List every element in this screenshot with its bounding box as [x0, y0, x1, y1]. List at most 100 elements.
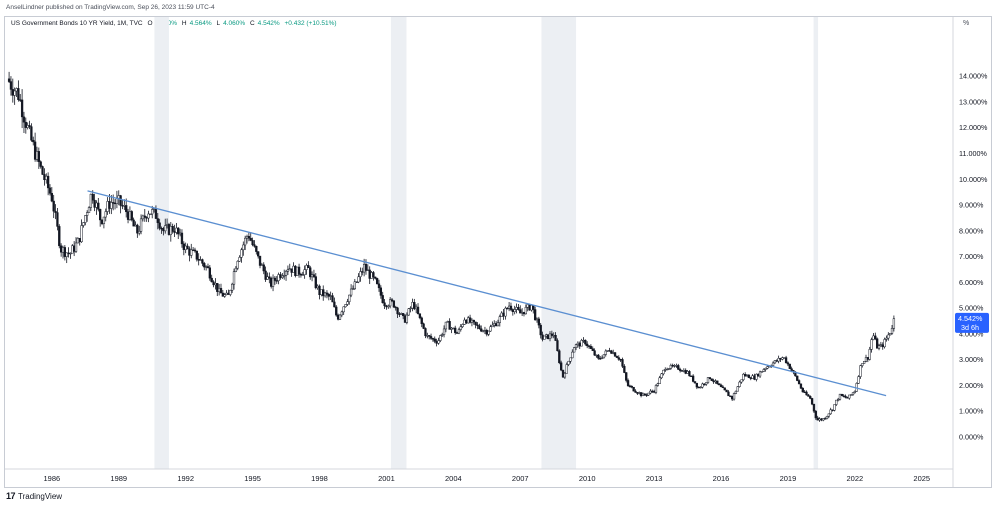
candle-74 [145, 216, 148, 222]
candle-247 [467, 315, 470, 324]
last-price-value: 4.542% [958, 314, 983, 323]
candle-1 [9, 76, 13, 96]
candle-58 [115, 190, 119, 209]
candle-106 [204, 265, 208, 271]
candle-96 [186, 243, 189, 250]
candle-43 [87, 206, 91, 213]
candle-413 [775, 359, 778, 363]
candle-315 [593, 348, 596, 356]
candle-93 [180, 229, 184, 248]
candle-30 [63, 245, 67, 261]
candle-181 [344, 304, 347, 308]
candle-336 [632, 386, 635, 392]
candle-73 [143, 209, 146, 222]
candle-407 [764, 367, 767, 372]
x-tick-label-11: 2019 [780, 474, 797, 483]
candle-28 [59, 243, 63, 257]
candle-40 [82, 222, 85, 228]
candle-341 [641, 392, 645, 397]
candle-438 [822, 418, 825, 422]
candle-57 [113, 198, 117, 210]
candle-355 [667, 368, 671, 370]
candle-214 [405, 312, 409, 325]
candle-304 [573, 346, 576, 353]
candle-199 [377, 279, 381, 292]
candle-166 [316, 284, 319, 290]
x-tick-label-8: 2010 [579, 474, 596, 483]
candle-447 [838, 393, 842, 401]
candle-139 [266, 272, 269, 280]
candle-456 [855, 382, 858, 392]
candle-339 [638, 391, 641, 395]
candle-283 [533, 306, 537, 321]
candle-184 [349, 284, 353, 298]
candle-49 [99, 208, 102, 227]
candle-271 [511, 308, 514, 316]
candle-425 [797, 379, 801, 385]
price-chart[interactable]: 0.000% 1.000% 2.000% 3.000% 4.000% 5.000% 6.00… [5, 17, 991, 487]
candle-31 [65, 252, 68, 264]
candle-170 [323, 291, 327, 298]
candle-446 [836, 397, 840, 402]
candle-55 [110, 195, 113, 215]
high-value: 4.564% [189, 20, 212, 27]
candle-348 [654, 384, 658, 395]
candle-173 [329, 291, 332, 300]
candle-246 [465, 319, 468, 325]
candle-332 [625, 372, 628, 383]
candle-222 [420, 316, 423, 328]
candle-174 [331, 292, 334, 303]
candle-65 [128, 206, 132, 221]
candle-311 [586, 341, 589, 349]
candle-439 [823, 417, 827, 420]
candle-416 [781, 356, 784, 361]
candle-242 [457, 327, 461, 335]
candle-238 [450, 327, 453, 334]
candle-417 [783, 357, 786, 359]
candle-400 [751, 374, 754, 379]
candle-281 [530, 305, 533, 312]
candle-282 [532, 305, 535, 314]
candle-18 [41, 165, 44, 175]
low-value: 4.060% [223, 20, 246, 27]
axis-separators [5, 17, 954, 487]
candle-397 [745, 374, 749, 377]
candle-275 [519, 305, 522, 314]
candle-462 [866, 357, 870, 363]
candle-189 [359, 267, 362, 282]
candle-87 [169, 221, 172, 242]
candle-241 [455, 331, 459, 334]
tradingview-logo-text[interactable]: TradingView [18, 491, 63, 501]
candle-156 [297, 263, 301, 278]
x-tick-label-4: 1998 [311, 474, 328, 483]
candle-127 [244, 235, 247, 251]
candle-221 [418, 313, 422, 320]
y-tick-label-9: 9.000% [959, 201, 984, 210]
candle-257 [485, 328, 488, 337]
candle-144 [275, 276, 278, 284]
candle-142 [271, 274, 275, 292]
candle-145 [277, 272, 280, 285]
candle-476 [892, 315, 896, 332]
candle-203 [385, 304, 388, 310]
candle-366 [688, 370, 691, 377]
candle-84 [164, 218, 167, 234]
symbol-name[interactable]: US Government Bonds 10 YR Yield, 1M, TVC [11, 20, 143, 27]
candle-350 [658, 375, 661, 384]
candle-380 [714, 379, 717, 384]
candle-48 [97, 197, 100, 212]
chart-frame[interactable]: US Government Bonds 10 YR Yield, 1M, TVC… [4, 16, 992, 488]
recession-band-1 [390, 17, 407, 469]
candle-404 [758, 370, 762, 379]
candle-264 [498, 314, 501, 327]
recession-shading-layer [154, 17, 819, 469]
candle-290 [546, 334, 550, 340]
candle-9 [24, 117, 27, 134]
candle-120 [230, 282, 234, 294]
last-price-tag-layer: 4.542%3d 6h [955, 312, 989, 333]
candle-149 [284, 269, 288, 281]
candle-12 [30, 123, 33, 142]
candle-66 [130, 210, 133, 222]
candle-111 [214, 278, 217, 290]
candle-437 [820, 418, 823, 422]
